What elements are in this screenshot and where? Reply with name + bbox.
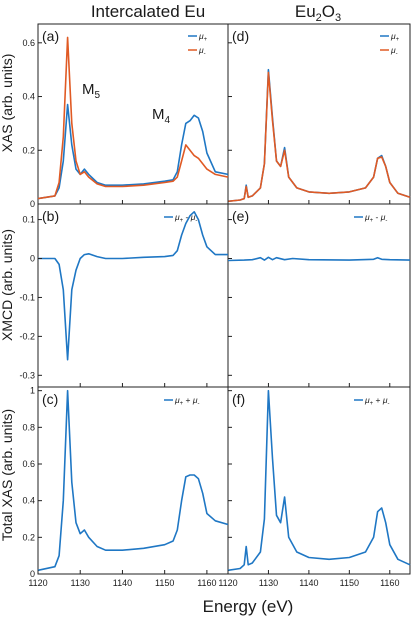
right-column-title: Eu2O3 [295, 2, 341, 24]
x-tick-label-right-1160: 1160 [380, 578, 399, 588]
legend-c-label: μ+ + μ- [174, 395, 200, 407]
left-column-title: Intercalated Eu [91, 2, 205, 21]
x-tick-label-left-1120: 1120 [28, 578, 47, 588]
x-tick-label-right-1140: 1140 [299, 578, 318, 588]
legend-e-label: μ+ - μ- [364, 212, 387, 224]
panel-f-frame [227, 386, 411, 575]
m4-label: M4 [152, 106, 171, 126]
y-tick-label-row1-0: 0 [30, 199, 35, 209]
y-tick-label-row3-0.6: 0.6 [22, 459, 35, 469]
series-line-d-1 [227, 68, 411, 203]
legend-f: μ+ + μ- [354, 395, 390, 407]
x-tick-label-right-1150: 1150 [340, 578, 359, 588]
y-tick-label-row3-0.8: 0.8 [22, 422, 35, 432]
y-axis-label-total-xas: Total XAS (arb. units) [0, 409, 15, 541]
legend-a: μ+ μ- [188, 31, 208, 57]
y-tick-label-row1-0.4: 0.4 [22, 92, 35, 102]
series-line-e-1 [227, 256, 411, 262]
y-tick-label-row2--0.2: -0.2 [19, 331, 35, 341]
series-line-d-2 [227, 71, 411, 203]
panel-b-frame [37, 203, 229, 388]
y-tick-label-row3-1: 1 [30, 386, 35, 396]
series-layer [37, 36, 411, 572]
series-line-b-1 [38, 211, 228, 361]
y-tick-label-row3-0.2: 0.2 [22, 532, 35, 542]
y-tick-label-row3-0: 0 [30, 569, 35, 579]
legend-c: μ+ + μ- [164, 395, 200, 407]
legend-a-mu-plus: μ+ [198, 31, 208, 43]
m5-label: M5 [82, 81, 101, 101]
y-tick-label-row1-0.2: 0.2 [22, 145, 35, 155]
legend-b: μ+ - μ- [164, 212, 197, 224]
panel-label-d: (d) [232, 28, 249, 44]
legend-e: μ+ - μ- [354, 212, 387, 224]
y-tick-label-row2--0.3: -0.3 [19, 370, 35, 380]
panel-label-b: (b) [42, 208, 59, 224]
panel-label-e: (e) [232, 208, 249, 224]
legend-a-mu-minus: μ- [198, 45, 206, 57]
panel-e-frame [227, 203, 411, 388]
legend-d: μ+ μ- [380, 31, 400, 57]
x-axis-label: Energy (eV) [203, 597, 294, 616]
y-tick-label-row2-0: 0 [30, 254, 35, 264]
legend-d-mu-plus: μ+ [390, 31, 400, 43]
x-tick-label-left-1130: 1130 [71, 578, 90, 588]
x-tick-label-right-1120: 1120 [218, 578, 237, 588]
tick-layer: 1120 1130 1140 1150 1160 1120 1130 1140 1150 1160… [19, 38, 399, 588]
x-tick-label-left-1140: 1140 [113, 578, 132, 588]
y-tick-label-row2--0.1: -0.1 [19, 292, 35, 302]
y-tick-label-row3-0.4: 0.4 [22, 496, 35, 506]
series-line-a-2 [37, 36, 229, 200]
series-line-a-1 [37, 103, 229, 200]
y-tick-label-row2-0.1: 0.1 [22, 215, 35, 225]
legend-f-label: μ+ + μ- [364, 395, 390, 407]
x-tick-label-left-1160: 1160 [197, 578, 216, 588]
panel-label-f: (f) [232, 391, 245, 407]
legend-d-mu-minus: μ- [390, 45, 398, 57]
legend-b-label: μ+ - μ- [174, 212, 197, 224]
y-tick-label-row1-0.6: 0.6 [22, 38, 35, 48]
panel-label-c: (c) [42, 391, 58, 407]
x-tick-label-left-1150: 1150 [155, 578, 174, 588]
panel-label-a: (a) [42, 28, 59, 44]
x-tick-label-right-1130: 1130 [259, 578, 278, 588]
y-axis-label-xmcd: XMCD (arb. units) [0, 229, 15, 341]
series-line-c-1 [37, 389, 229, 572]
y-axis-label-xas: XAS (arb. units) [0, 54, 15, 153]
series-line-f-1 [227, 389, 411, 572]
panel-d-frame [227, 23, 411, 205]
